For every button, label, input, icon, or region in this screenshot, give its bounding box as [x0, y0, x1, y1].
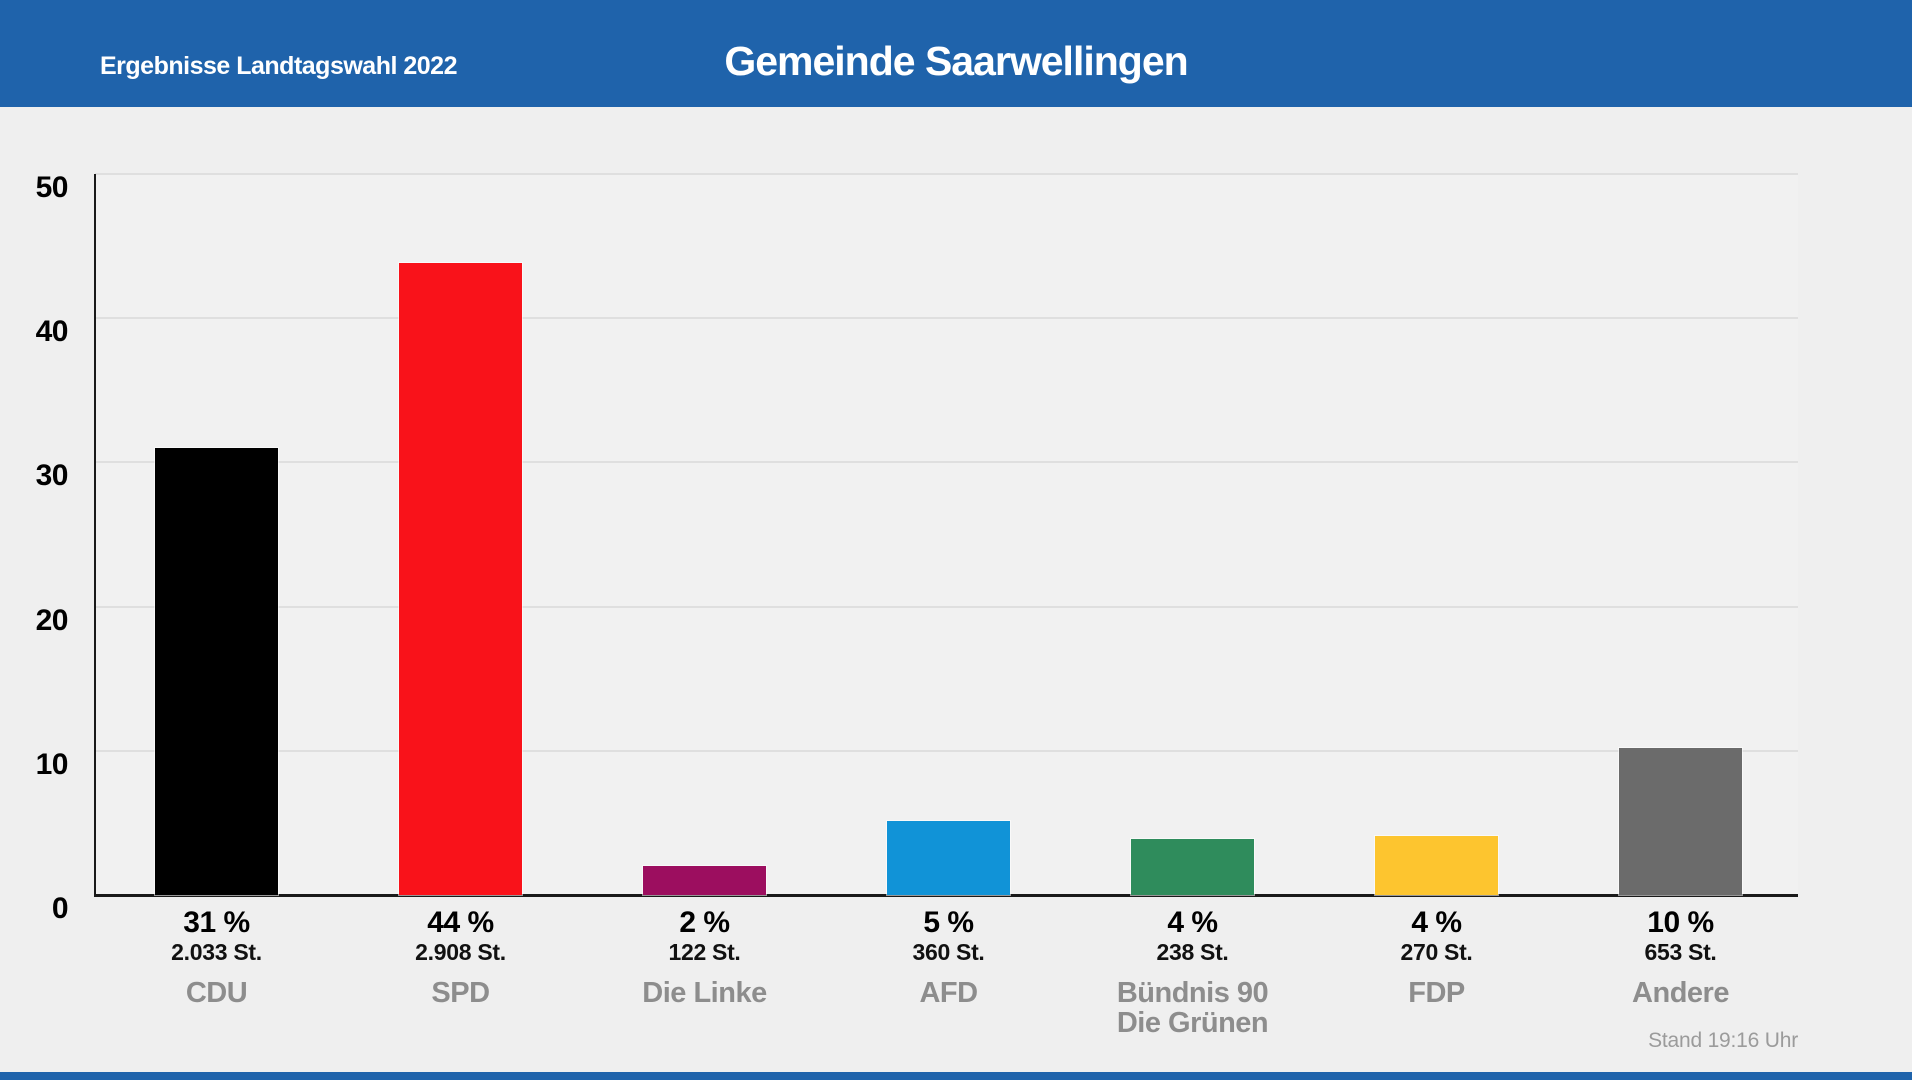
gridline-20: [95, 605, 1798, 608]
bar-votes-label: 2.033 St.: [171, 939, 262, 965]
y-tick-label-50: 50: [35, 171, 69, 204]
bar-afd: [887, 821, 1010, 895]
bar-spd: [399, 263, 522, 895]
bar-party-label: AFD: [919, 977, 978, 1009]
gridline-50: [95, 173, 1798, 175]
bar-percent-label: 5 %: [923, 906, 974, 939]
bar-party-label: CDU: [185, 977, 248, 1009]
plot-area: [95, 174, 1798, 895]
bar-percent-label: 4 %: [1411, 906, 1462, 939]
y-tick-label-40: 40: [35, 315, 69, 349]
bar-votes-label: 238 St.: [1156, 939, 1229, 965]
bar-party-label: FDP: [1408, 977, 1465, 1009]
bar-percent-label: 2 %: [679, 906, 730, 939]
bar-percent-label: 10 %: [1647, 906, 1714, 939]
gridline-40: [95, 317, 1798, 320]
header-bar: Ergebnisse Landtagswahl 2022 Gemeinde Sa…: [0, 0, 1912, 107]
bar-party-label: Die Linke: [642, 977, 767, 1009]
x-axis-baseline: [94, 894, 1798, 897]
bar-votes-label: 360 St.: [912, 939, 985, 965]
y-tick-label-20: 20: [35, 603, 69, 637]
y-tick-label-30: 30: [35, 459, 69, 493]
bar-percent-label: 44 %: [427, 906, 494, 939]
gridline-10: [95, 749, 1798, 752]
bar-party-label: SPD: [431, 977, 490, 1009]
bar-votes-label: 2.908 St.: [415, 939, 506, 965]
y-tick-label-10: 10: [35, 747, 69, 781]
election-subtitle: Ergebnisse Landtagswahl 2022: [100, 52, 457, 80]
bar-votes-label: 122 St.: [668, 939, 741, 965]
bar-b-ndnis-90: [1131, 839, 1254, 895]
bar-votes-label: 653 St.: [1644, 939, 1717, 965]
y-axis-line: [94, 174, 96, 897]
bar-party-label: Andere: [1632, 977, 1729, 1009]
bar-votes-label: 270 St.: [1400, 939, 1473, 965]
bar-andere: [1619, 748, 1742, 895]
gridline-30: [95, 461, 1798, 464]
bar-percent-label: 4 %: [1167, 906, 1218, 939]
stand-timestamp: Stand 19:16 Uhr: [1648, 1029, 1798, 1052]
bar-party-label: Bündnis 90 Die Grünen: [1116, 977, 1269, 1039]
bar-percent-label: 31 %: [183, 906, 250, 939]
bar-fdp: [1375, 836, 1498, 895]
footer-strip: [0, 1072, 1912, 1080]
bar-cdu: [155, 448, 278, 895]
page-title: Gemeinde Saarwellingen: [724, 38, 1188, 84]
y-tick-label-0: 0: [51, 892, 69, 925]
bar-die-linke: [643, 866, 766, 895]
